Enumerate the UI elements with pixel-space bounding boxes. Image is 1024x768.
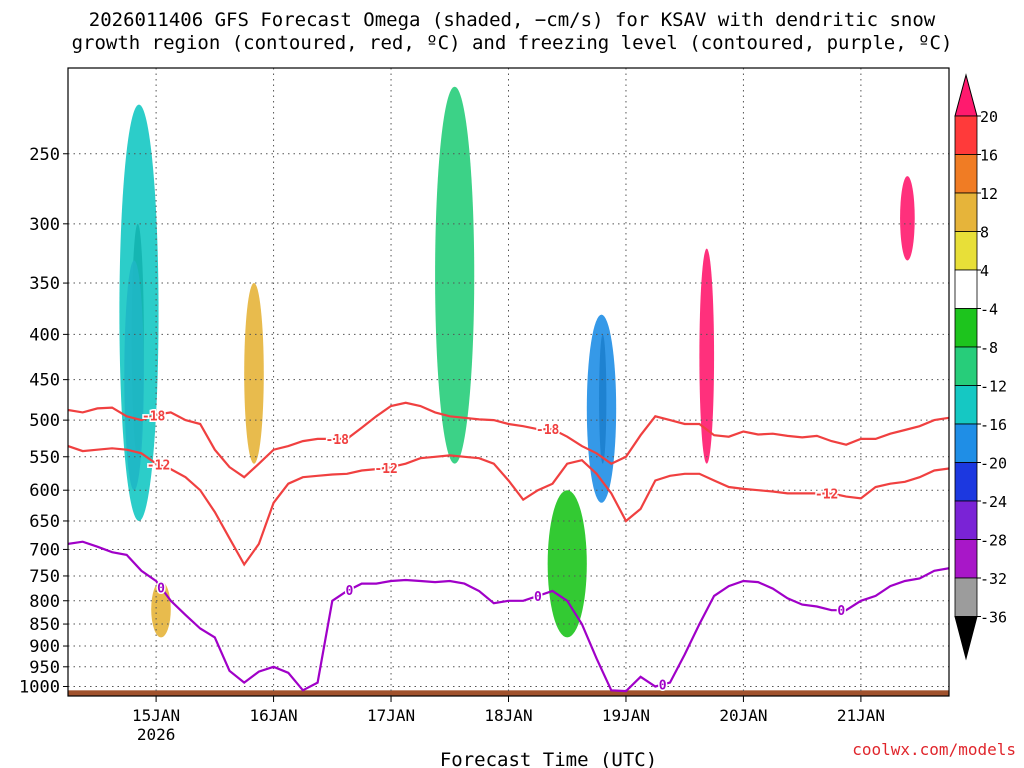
x-axis-title: Forecast Time (UTC) xyxy=(440,749,657,768)
y-tick-label-300: 300 xyxy=(29,215,60,235)
omega-cell-6 xyxy=(586,314,617,503)
omega-cell-4 xyxy=(900,176,915,261)
colorbar-label-9: -20 xyxy=(980,455,1007,473)
contour-label-0-3: 0 xyxy=(659,679,667,694)
y-tick-label-500: 500 xyxy=(29,411,60,431)
colorbar-label-2: 12 xyxy=(980,185,998,203)
colorbar-label-0: 20 xyxy=(980,108,998,126)
chart-title-line2: growth region (contoured, red, ºC) and f… xyxy=(71,32,953,54)
y-tick-label-850: 850 xyxy=(29,615,60,635)
colorbar-label-8: -16 xyxy=(980,416,1007,434)
y-tick-label-900: 900 xyxy=(29,637,60,657)
omega-cell-9 xyxy=(244,283,264,464)
colorbar-swatch-11 xyxy=(954,500,978,540)
colorbar-label-10: -24 xyxy=(980,493,1007,511)
contour-label--12-0: -12 xyxy=(147,459,170,474)
omega-cell-7 xyxy=(435,86,475,464)
colorbar-swatch-12 xyxy=(954,539,978,579)
colorbar-label-11: -28 xyxy=(980,532,1007,550)
colorbar-swatch-6 xyxy=(954,308,978,348)
colorbar-swatch-7 xyxy=(954,346,978,386)
contours: -18 -18 -18 -12 -12 -12 0 0 0 0 0 xyxy=(68,401,949,695)
colorbar-label-13: -36 xyxy=(980,609,1007,627)
y-tick-label-800: 800 xyxy=(29,592,60,612)
colorbar-bottom-arrow xyxy=(954,616,978,661)
colorbar-top-arrow xyxy=(954,73,978,117)
colorbar-label-1: 16 xyxy=(980,147,998,165)
y-tick-label-950: 950 xyxy=(29,658,60,678)
y-tick-label-350: 350 xyxy=(29,274,60,294)
y-tick-label-750: 750 xyxy=(29,567,60,587)
x-tick-label-21JAN: 21JAN xyxy=(837,706,885,725)
y-tick-label-600: 600 xyxy=(29,481,60,501)
x-tick-label-17JAN: 17JAN xyxy=(367,706,415,725)
contour-label--12-1: -12 xyxy=(374,462,397,477)
contour-label-0-2: 0 xyxy=(534,590,542,605)
y-tick-label-1000: 1000 xyxy=(19,678,60,698)
contour-label--18-0: -18 xyxy=(142,410,166,425)
colorbar-label-6: -8 xyxy=(980,339,998,357)
contour-label-0-4: 0 xyxy=(837,604,845,619)
colorbar-swatch-8 xyxy=(954,385,978,425)
colorbar-swatch-13 xyxy=(954,577,978,617)
x-year-label: 2026 xyxy=(137,725,176,744)
y-tick-label-450: 450 xyxy=(29,371,60,391)
x-tick-label-16JAN: 16JAN xyxy=(249,706,297,725)
y-tick-label-700: 700 xyxy=(29,540,60,560)
omega-cell-3 xyxy=(699,248,715,464)
colorbar-swatch-4 xyxy=(954,231,978,271)
colorbar: 20 16 12 8 4 -4 -8 -12 -16 -20 -24 -28 -32 -36 xyxy=(954,73,1007,661)
contour-label-0-1: 0 xyxy=(346,584,354,599)
contour-line--18 xyxy=(68,401,949,479)
x-tick-label-19JAN: 19JAN xyxy=(602,706,650,725)
contour-line--12 xyxy=(68,445,949,567)
colorbar-swatch-5 xyxy=(954,269,978,309)
y-tick-label-650: 650 xyxy=(29,512,60,532)
contour-label-0-0: 0 xyxy=(157,582,165,597)
site-credit: coolwx.com/models xyxy=(852,740,1016,759)
colorbar-label-12: -32 xyxy=(980,570,1007,588)
contour-label--18-2: -18 xyxy=(536,423,560,438)
contour-label--12-2: -12 xyxy=(815,487,838,502)
y-axis: 2503003504004505005506006507007508008509… xyxy=(19,145,68,698)
colorbar-swatch-3 xyxy=(954,192,978,232)
colorbar-label-3: 8 xyxy=(980,224,989,242)
x-tick-label-15JAN: 15JAN xyxy=(132,706,180,725)
ground-surface xyxy=(68,690,949,696)
colorbar-swatch-1 xyxy=(954,115,978,155)
colorbar-label-5: -4 xyxy=(980,301,998,319)
y-tick-label-250: 250 xyxy=(29,145,60,165)
chart-title-line1: 2026011406 GFS Forecast Omega (shaded, −… xyxy=(88,9,936,31)
x-axis: 15JAN 16JAN 17JAN 18JAN 19JAN 20JAN 21JAN 2026 F… xyxy=(132,696,885,768)
contour-line-0 xyxy=(68,540,949,693)
colorbar-swatch-9 xyxy=(954,423,978,463)
grid xyxy=(68,68,949,696)
colorbar-label-4: 4 xyxy=(980,262,989,280)
colorbar-label-7: -12 xyxy=(980,378,1007,396)
contour-label--18-1: -18 xyxy=(325,433,349,448)
x-tick-label-20JAN: 20JAN xyxy=(719,706,767,725)
x-tick-label-18JAN: 18JAN xyxy=(484,706,532,725)
colorbar-swatch-2 xyxy=(954,154,978,194)
colorbar-swatch-10 xyxy=(954,462,978,502)
y-tick-label-550: 550 xyxy=(29,448,60,468)
omega-cell-8 xyxy=(547,490,587,638)
y-tick-label-400: 400 xyxy=(29,325,60,345)
